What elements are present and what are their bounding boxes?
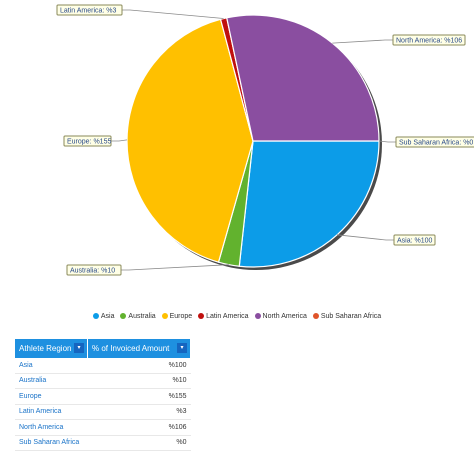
data-label-north-america: North America: %106 [392,34,466,46]
data-label-australia: Australia: %10 [66,264,122,276]
data-label-text: Latin America: %3 [60,8,117,15]
legend-item-europe[interactable]: Europe [161,313,193,320]
pie-slice-asia[interactable] [238,140,380,268]
value-cell: %155 [87,388,191,405]
legend-dot-icon [161,313,168,319]
region-cell[interactable]: North America [15,419,88,436]
data-label-text: Asia: %100 [397,238,433,245]
legend-label: Australia [128,313,156,320]
legend-dot-icon [312,313,319,319]
value-cell: %10 [87,373,191,389]
pie-slice-north-america[interactable] [226,14,380,142]
sort-dropdown-icon[interactable]: ▾ [177,343,187,353]
legend-label: Europe [169,313,193,320]
data-label-latin-america: Latin America: %3 [56,4,123,16]
value-cell: %100 [87,358,191,374]
legend-item-australia[interactable]: Australia [120,313,156,320]
data-label-asia: Asia: %100 [393,234,436,246]
data-table: Athlete Region ▾ % of Invoiced Amount ▾ As… [15,339,191,451]
legend-label: Sub Saharan Africa [320,313,382,320]
data-label-sub-saharan-africa: Sub Saharan Africa: %0 [395,136,474,148]
table-row: Latin America %3 [15,404,191,420]
table-row: Sub Saharan Africa %0 [15,435,191,451]
leader-line [378,140,396,143]
value-cell: %3 [87,404,191,420]
legend-item-latin-america[interactable]: Latin America [198,313,249,320]
region-cell[interactable]: Sub Saharan Africa [15,435,88,451]
sort-dropdown-icon[interactable]: ▾ [74,343,84,353]
value-cell: %0 [87,435,191,451]
legend-label: North America [262,313,307,320]
data-label-text: Europe: %155 [67,139,111,146]
legend-dot-icon [92,313,99,319]
leader-line [122,9,224,19]
chart-legend: Asia Australia Europe Latin America Nort… [0,313,474,320]
column-header-label: % of Invoiced Amount [92,344,170,353]
column-header-label: Athlete Region [19,344,72,353]
leader-line [332,39,393,44]
leader-line [337,234,394,241]
region-cell[interactable]: Latin America [15,404,88,420]
pie-slice-europe[interactable] [126,18,254,263]
leader-line [121,264,229,271]
legend-label: Latin America [206,313,249,320]
region-cell[interactable]: Asia [15,358,88,374]
table-row: Australia %10 [15,373,191,389]
column-header-athlete-region[interactable]: Athlete Region ▾ [15,339,88,358]
pie-chart: Asia: %100 Australia: %10 Europe: %155 Lati… [56,4,474,276]
table-row: North America %106 [15,419,191,436]
legend-dot-icon [254,313,261,319]
table-row: Asia %100 [15,358,191,374]
region-cell[interactable]: Europe [15,388,88,405]
legend-item-asia[interactable]: Asia [92,313,115,320]
leader-line [111,139,128,142]
legend-dot-icon [198,313,205,319]
table-row: Europe %155 [15,388,191,405]
table-header-row: Athlete Region ▾ % of Invoiced Amount ▾ [15,339,191,358]
column-header-invoiced-amount[interactable]: % of Invoiced Amount ▾ [87,339,191,358]
legend-label: Asia [100,313,115,320]
value-cell: %106 [87,419,191,436]
data-label-text: Sub Saharan Africa: %0 [399,140,473,147]
legend-dot-icon [120,313,127,319]
data-label-text: Australia: %10 [70,268,115,275]
region-cell[interactable]: Australia [15,373,88,389]
legend-item-north-america[interactable]: North America [254,313,307,320]
data-label-text: North America: %106 [396,38,462,45]
data-label-europe: Europe: %155 [63,135,112,147]
legend-item-sub-saharan-africa[interactable]: Sub Saharan Africa [312,313,382,320]
